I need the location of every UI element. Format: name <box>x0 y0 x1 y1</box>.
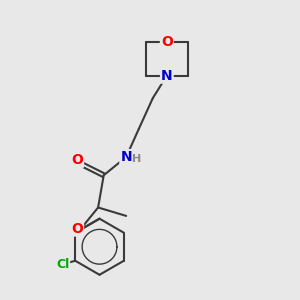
Text: N: N <box>120 150 132 164</box>
Text: O: O <box>161 35 173 49</box>
Text: Cl: Cl <box>56 259 69 272</box>
Text: O: O <box>71 153 83 167</box>
Text: N: N <box>161 69 172 83</box>
Text: H: H <box>132 154 141 164</box>
Text: O: O <box>71 221 83 236</box>
